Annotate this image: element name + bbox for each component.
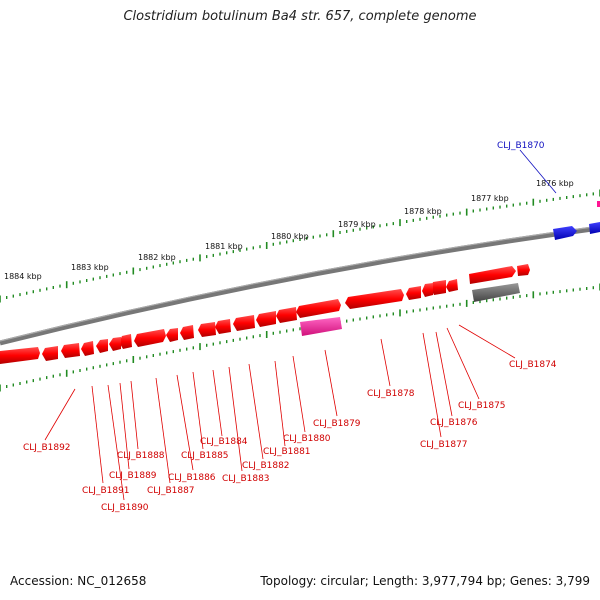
inner-tick-track xyxy=(0,283,600,392)
gene-label[interactable]: CLJ_B1874 xyxy=(509,360,557,370)
kbp-label: 1876 kbp xyxy=(536,179,574,188)
gene-clj-b1892[interactable] xyxy=(0,347,40,364)
reverse-strand-genes xyxy=(0,264,530,364)
gene-label[interactable]: CLJ_B1880 xyxy=(283,434,331,444)
kbp-label: 1879 kbp xyxy=(338,220,376,229)
gene-label[interactable]: CLJ_B1886 xyxy=(168,473,216,483)
kbp-label: 1883 kbp xyxy=(71,263,109,272)
gene-clj-b1877[interactable] xyxy=(431,280,446,295)
gene-label[interactable]: CLJ_B1891 xyxy=(82,486,130,496)
gene-label[interactable]: CLJ_B1876 xyxy=(430,418,478,428)
gene-clj-b1878[interactable] xyxy=(406,286,421,300)
gene-clj-b1884[interactable] xyxy=(215,319,231,334)
map-title: Clostridium botulinum Ba4 str. 657, comp… xyxy=(123,9,477,24)
gene-clj-b1886[interactable] xyxy=(180,325,194,340)
gene-label[interactable]: CLJ_B1882 xyxy=(242,461,290,471)
kbp-label: 1884 kbp xyxy=(4,272,42,281)
gene-label[interactable]: CLJ_B1887 xyxy=(147,486,195,496)
gene-label[interactable]: CLJ_B1883 xyxy=(222,474,270,484)
kbp-label: 1882 kbp xyxy=(138,253,176,262)
gene-edge-fragment xyxy=(597,201,600,207)
gene-clj-b1888[interactable] xyxy=(134,329,166,347)
kbp-label: 1881 kbp xyxy=(205,242,243,251)
gene-blue-2[interactable] xyxy=(589,222,600,234)
gene-label[interactable]: CLJ_B1890 xyxy=(101,503,149,513)
leader-lines xyxy=(44,149,557,501)
gene-label[interactable]: CLJ_B1875 xyxy=(458,401,506,411)
gene-label[interactable]: CLJ_B1878 xyxy=(367,389,415,399)
gene-clj-b1889[interactable] xyxy=(119,334,132,349)
gene-blue-1[interactable] xyxy=(553,226,577,240)
gene-clj-b1879[interactable] xyxy=(345,289,404,309)
gene-label[interactable]: CLJ_B1877 xyxy=(420,440,468,450)
gene-label[interactable]: CLJ_B1888 xyxy=(117,451,165,461)
accession-text: Accession: NC_012658 xyxy=(10,574,147,588)
gene-labels: CLJ_B1870 CLJ_B1874 CLJ_B1875 CLJ_B1876 … xyxy=(23,141,557,513)
gene-clj-b1875[interactable] xyxy=(517,264,530,276)
kbp-label: 1877 kbp xyxy=(471,194,509,203)
gene-label[interactable]: CLJ_B1884 xyxy=(200,437,248,447)
genome-backbone xyxy=(0,225,600,346)
outer-tick-track xyxy=(0,189,600,303)
kbp-label: 1878 kbp xyxy=(404,207,442,216)
gene-clj-b1891[interactable] xyxy=(96,339,108,353)
gene-highlight[interactable] xyxy=(300,317,342,336)
kbp-labels: 1876 kbp 1877 kbp 1878 kbp 1879 kbp 1880… xyxy=(4,179,574,281)
gene-b[interactable] xyxy=(81,341,94,356)
gene-gray[interactable] xyxy=(472,283,520,302)
gene-clj-b1874[interactable] xyxy=(469,266,516,284)
genome-summary: Topology: circular; Length: 3,977,794 bp… xyxy=(260,574,590,588)
gene-label[interactable]: CLJ_B1881 xyxy=(263,447,311,457)
gene-label[interactable]: CLJ_B1885 xyxy=(181,451,229,461)
gene-clj-b1876[interactable] xyxy=(446,279,458,292)
gene-clj-b1881[interactable] xyxy=(276,307,297,323)
gene-label[interactable]: CLJ_B1892 xyxy=(23,443,71,453)
gene-label[interactable]: CLJ_B1889 xyxy=(109,471,157,481)
gene-d[interactable] xyxy=(42,346,58,361)
gene-c[interactable] xyxy=(61,343,80,358)
kbp-label: 1880 kbp xyxy=(271,232,309,241)
gene-a[interactable] xyxy=(422,283,433,297)
forward-strand-genes xyxy=(553,222,600,240)
gene-clj-b1883[interactable] xyxy=(233,315,255,331)
gene-clj-b1882[interactable] xyxy=(256,311,276,327)
gene-clj-b1880[interactable] xyxy=(296,299,341,318)
gene-clj-b1887[interactable] xyxy=(166,328,178,342)
gene-clj-b1890[interactable] xyxy=(109,337,121,351)
gene-clj-b1885[interactable] xyxy=(198,322,216,337)
gene-label[interactable]: CLJ_B1879 xyxy=(313,419,361,429)
gene-label[interactable]: CLJ_B1870 xyxy=(497,141,545,151)
